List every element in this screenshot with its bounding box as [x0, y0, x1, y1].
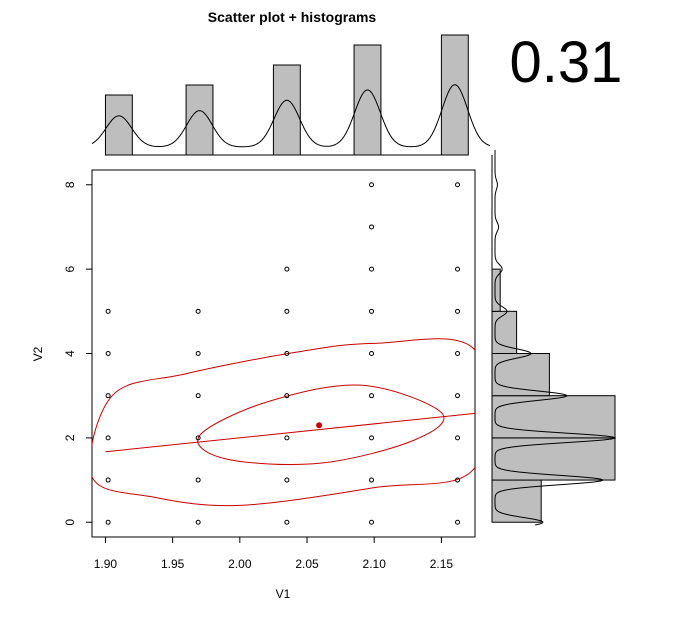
x-axis: 1.90 1.95 2.00 2.05 2.10 2.15 — [94, 537, 454, 571]
data-point — [369, 266, 375, 272]
data-point — [195, 519, 201, 525]
data-point — [369, 224, 375, 230]
data-point — [195, 435, 201, 441]
data-point — [284, 351, 290, 356]
x-tick-label: 2.00 — [228, 557, 252, 571]
top-histogram-bar — [104, 94, 133, 156]
outer-ellipse — [92, 338, 475, 507]
top-histogram-bar — [272, 64, 301, 156]
chart-title: Scatter plot + histograms — [208, 9, 377, 25]
data-point — [455, 519, 461, 525]
data-point — [284, 435, 290, 441]
y-tick-label: 8 — [63, 181, 77, 188]
data-point — [284, 519, 290, 525]
y-axis-label: V2 — [31, 346, 45, 361]
data-point — [284, 393, 290, 399]
data-point — [369, 308, 375, 314]
x-tick-label: 2.05 — [295, 557, 319, 571]
plot-frame — [91, 169, 476, 538]
data-point — [105, 308, 111, 314]
data-point — [195, 393, 201, 399]
x-tick-label: 1.95 — [161, 557, 185, 571]
x-axis-label: V1 — [276, 587, 291, 601]
y-tick-label: 2 — [63, 434, 77, 441]
data-point — [455, 477, 461, 483]
correlation-value: 0.31 — [510, 30, 623, 95]
inner-ellipse — [197, 384, 445, 466]
data-point — [455, 393, 461, 399]
data-point — [105, 393, 111, 399]
top-histogram-bar — [185, 84, 214, 156]
data-point — [369, 182, 375, 188]
y-axis: 0 2 4 6 8 — [63, 181, 92, 526]
data-point — [105, 519, 111, 525]
data-point — [195, 351, 201, 356]
right-density-curve — [494, 150, 617, 526]
data-point — [455, 435, 461, 441]
data-point — [369, 351, 375, 356]
regression-line — [105, 412, 476, 453]
data-point — [455, 351, 461, 356]
data-point — [369, 435, 375, 441]
data-point — [369, 477, 375, 483]
data-point — [455, 308, 461, 314]
right-histogram-bar — [491, 310, 518, 355]
data-point — [369, 393, 375, 399]
y-tick-label: 6 — [63, 265, 77, 272]
mean-point — [316, 422, 323, 429]
data-point — [369, 519, 375, 525]
ellipses — [92, 338, 475, 507]
data-point — [195, 308, 201, 314]
data-point — [105, 435, 111, 441]
y-tick-label: 4 — [63, 350, 77, 357]
data-point — [284, 308, 290, 314]
data-points — [105, 182, 461, 525]
top-histogram — [104, 34, 469, 156]
right-histogram — [491, 268, 616, 523]
top-histogram-bar — [440, 34, 469, 156]
data-point — [105, 477, 111, 483]
right-histogram-bar — [491, 395, 616, 439]
data-point — [455, 266, 461, 272]
data-point — [195, 477, 201, 483]
data-point — [105, 351, 111, 356]
right-histogram-bar — [491, 437, 616, 481]
x-tick-label: 2.15 — [430, 557, 454, 571]
data-point — [284, 477, 290, 483]
x-tick-label: 1.90 — [94, 557, 118, 571]
top-density-curve — [91, 84, 491, 148]
data-point — [455, 182, 461, 188]
data-point — [284, 266, 290, 272]
top-histogram-bar — [353, 44, 382, 156]
x-tick-label: 2.10 — [363, 557, 387, 571]
y-tick-label: 0 — [63, 519, 77, 526]
